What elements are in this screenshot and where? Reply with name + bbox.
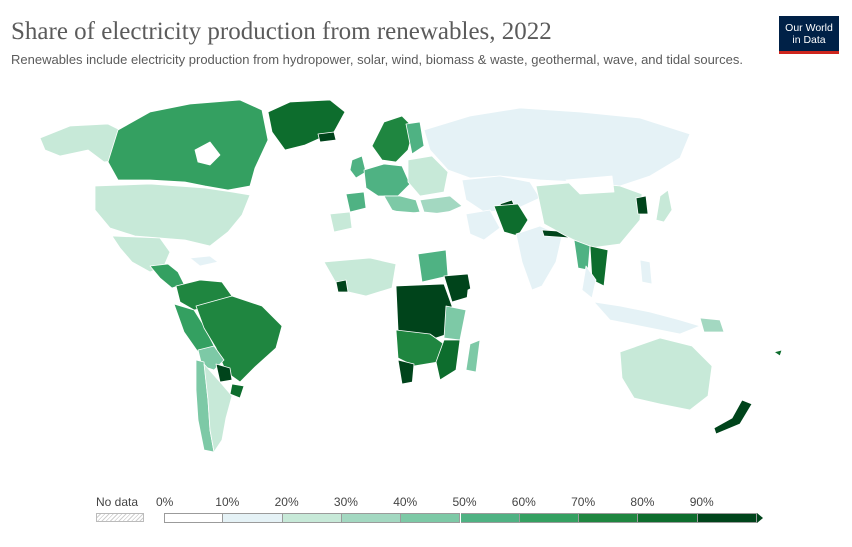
region-pacific-islands[interactable] — [773, 349, 783, 357]
region-mongolia[interactable] — [565, 175, 615, 195]
legend-bin[interactable] — [638, 513, 698, 523]
region-somalia[interactable] — [465, 281, 485, 317]
legend-tick-label: 70% — [571, 495, 596, 509]
region-russia[interactable] — [423, 107, 691, 187]
legend-bin[interactable] — [697, 513, 757, 523]
region-madagascar[interactable] — [465, 339, 481, 373]
region-central-asia[interactable] — [461, 175, 541, 213]
region-north-korea[interactable] — [635, 195, 649, 215]
region-morocco[interactable] — [329, 211, 353, 233]
legend-tick-label: 80% — [630, 495, 655, 509]
legend-tick-label: 30% — [333, 495, 358, 509]
region-sierra-leone[interactable] — [335, 279, 349, 293]
region-southern-europe[interactable] — [383, 195, 421, 215]
legend-no-data-swatch[interactable] — [96, 513, 144, 522]
legend-bin[interactable] — [460, 513, 520, 523]
legend-tick-label: 10% — [215, 495, 240, 509]
legend-bin[interactable] — [579, 513, 639, 523]
region-south-africa[interactable] — [401, 377, 441, 405]
region-united-states[interactable] — [94, 183, 251, 247]
region-western-europe[interactable] — [363, 163, 411, 197]
legend-bin[interactable] — [282, 513, 342, 523]
legend-tick-label: 60% — [511, 495, 536, 509]
region-brazil[interactable] — [195, 295, 283, 383]
region-australia[interactable] — [619, 337, 713, 411]
region-mozambique[interactable] — [435, 339, 461, 381]
legend-tick-label: 50% — [452, 495, 477, 509]
chart-title: Share of electricity production from ren… — [11, 18, 552, 45]
region-afghanistan-pakistan[interactable] — [493, 203, 529, 237]
legend-bin[interactable] — [223, 513, 283, 523]
region-india[interactable] — [515, 225, 563, 291]
legend-arrow — [757, 513, 763, 523]
region-canada[interactable] — [107, 99, 269, 191]
region-caribbean[interactable] — [189, 255, 219, 267]
legend-tick-label: 20% — [274, 495, 299, 509]
legend-tick-label: 40% — [393, 495, 418, 509]
region-central-america[interactable] — [149, 263, 185, 289]
region-greenland[interactable] — [267, 99, 346, 151]
legend-no-data-label: No data — [96, 495, 139, 509]
region-japan[interactable] — [655, 189, 673, 223]
region-argentina[interactable] — [203, 363, 233, 453]
region-laos-vietnam[interactable] — [589, 245, 609, 287]
region-iran[interactable] — [465, 209, 501, 241]
region-uk-ireland[interactable] — [349, 155, 367, 179]
legend-bin[interactable] — [164, 513, 224, 523]
region-philippines[interactable] — [639, 259, 653, 285]
region-scandinavia[interactable] — [371, 115, 415, 163]
region-sudan[interactable] — [417, 249, 449, 283]
region-hudson-bay — [194, 141, 221, 166]
logo-line-2: in Data — [792, 34, 826, 46]
region-thailand[interactable] — [581, 265, 597, 299]
region-uruguay[interactable] — [229, 383, 245, 399]
region-iberia[interactable] — [345, 191, 367, 213]
region-indonesia[interactable] — [593, 301, 701, 335]
region-papua-new-guinea[interactable] — [699, 317, 725, 333]
owid-logo[interactable]: Our World in Data — [779, 16, 839, 54]
region-new-zealand[interactable] — [713, 399, 753, 435]
region-finland[interactable] — [405, 121, 425, 155]
legend-tick-label: 90% — [689, 495, 714, 509]
logo-line-1: Our World — [785, 22, 833, 34]
region-iceland[interactable] — [317, 131, 337, 143]
world-map[interactable] — [0, 0, 852, 490]
legend-bin[interactable] — [519, 513, 580, 523]
chart-subtitle: Renewables include electricity productio… — [11, 52, 743, 67]
legend-bin[interactable] — [401, 513, 461, 523]
region-eastern-europe[interactable] — [407, 155, 449, 197]
legend-tick-label: 0% — [156, 495, 174, 509]
region-paraguay[interactable] — [215, 363, 233, 383]
region-turkey[interactable] — [419, 195, 463, 215]
legend-bin[interactable] — [341, 513, 402, 523]
region-east-africa[interactable] — [443, 305, 467, 341]
region-alaska[interactable] — [39, 123, 121, 163]
region-west-africa[interactable] — [323, 257, 397, 297]
